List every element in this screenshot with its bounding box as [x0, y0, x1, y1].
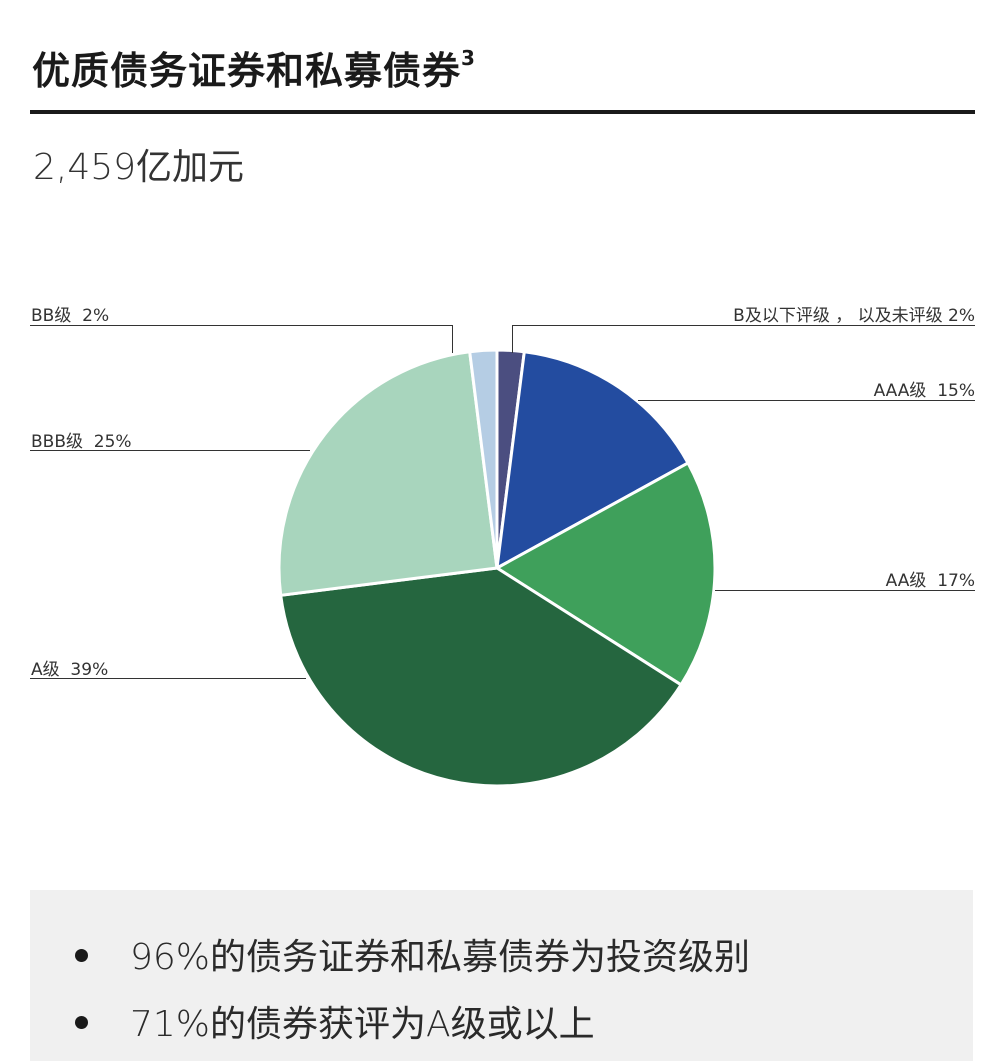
- label-b-and-below: B及以下评级 ， 以及未评级 2%: [733, 306, 975, 326]
- footnote-marker: 3: [461, 46, 476, 70]
- title-divider: [30, 110, 975, 114]
- leader-line-b: [512, 325, 975, 326]
- leader-line-bb: [30, 325, 453, 326]
- label-aa: AA级 17%: [885, 571, 975, 591]
- note-text: 96%的债务证券和私募债券为投资级别: [130, 937, 751, 978]
- page-title: 优质债务证券和私募债券3: [32, 40, 476, 95]
- bullet-icon: [75, 948, 88, 962]
- note-item: 71%的债券获评为A级或以上: [75, 995, 595, 1047]
- leader-line-aa: [715, 590, 975, 591]
- pie-chart: [277, 348, 717, 788]
- leader-line-b-v: [512, 325, 513, 353]
- note-item: 96%的债务证券和私募债券为投资级别: [75, 928, 750, 980]
- pie-slice-3: [279, 566, 684, 788]
- pie-slice-1: [495, 350, 691, 571]
- note-text: 71%的债券获评为A级或以上: [130, 1004, 595, 1045]
- title-text: 优质债务证券和私募债券: [32, 49, 462, 93]
- label-bb: BB级 2%: [31, 306, 110, 326]
- pie-slice-2: [494, 460, 717, 687]
- leader-line-bb-v: [452, 325, 453, 353]
- pie-slice-5: [468, 348, 499, 569]
- label-a: A级 39%: [31, 660, 109, 680]
- total-amount: 2,459亿加元: [33, 147, 245, 188]
- leader-line-a: [30, 678, 306, 679]
- summary-box: 96%的债务证券和私募债券为投资级别 71%的债券获评为A级或以上: [30, 890, 973, 1061]
- label-aaa: AAA级 15%: [873, 381, 975, 401]
- label-bbb: BBB级 25%: [31, 432, 132, 452]
- pie-slice-4: [277, 350, 499, 597]
- leader-line-bbb: [30, 450, 310, 451]
- leader-line-aaa: [638, 400, 975, 401]
- bullet-icon: [75, 1015, 88, 1029]
